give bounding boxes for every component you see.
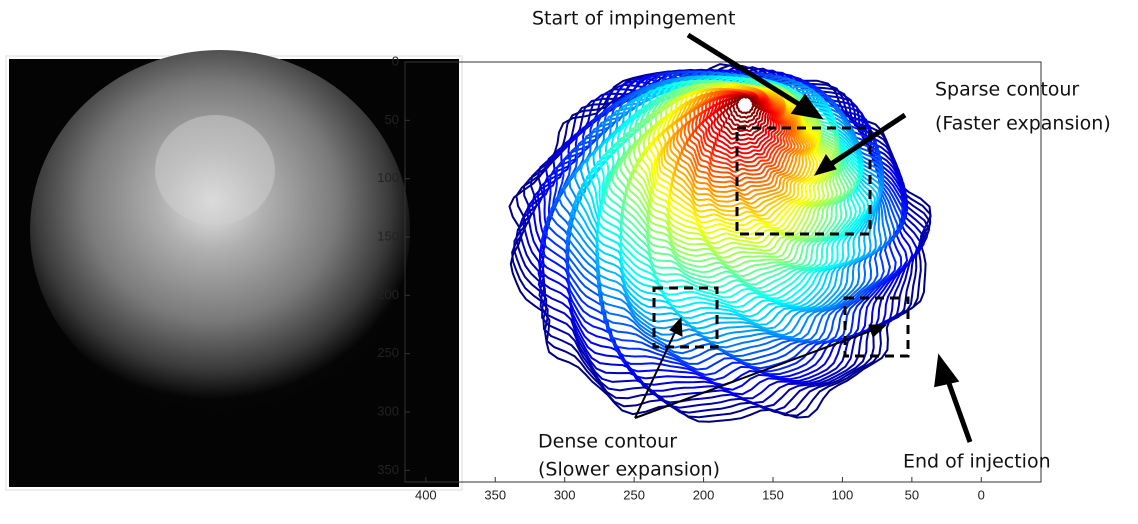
y-tick-label: 0 (392, 53, 399, 68)
highlight-boxes (652, 126, 910, 358)
contour (663, 85, 813, 213)
contour-group (508, 63, 932, 423)
arrow (686, 32, 807, 111)
y-tick-label: 150 (377, 228, 399, 243)
contour (666, 86, 811, 209)
annotation: (Slower expansion) (538, 459, 720, 481)
y-tick-label: 350 (377, 462, 399, 477)
spray-image (30, 50, 410, 410)
y-tick-label: 200 (377, 287, 399, 302)
contour (694, 90, 786, 169)
spray-core (155, 115, 275, 225)
arrowhead (934, 353, 960, 388)
contour (571, 74, 883, 335)
x-tick-label: 250 (623, 487, 645, 502)
annotation: Sparse contour (935, 79, 1079, 101)
x-tick-label: 300 (554, 487, 576, 502)
x-tick-label: 0 (978, 487, 985, 502)
contour (536, 69, 914, 391)
contour (657, 84, 817, 222)
y-tick-label: 250 (377, 345, 399, 360)
arrowhead (790, 93, 824, 120)
arrowhead (868, 324, 888, 338)
x-tick-label: 50 (905, 487, 919, 502)
arrows (634, 32, 973, 443)
x-tick-label: 350 (484, 487, 506, 502)
plot-area (404, 61, 1042, 483)
contour (540, 71, 907, 376)
y-tick-label: 100 (377, 170, 399, 185)
arrowhead (669, 316, 683, 337)
highlight-box (735, 126, 872, 236)
annotation: (Faster expansion) (935, 113, 1111, 135)
arrow (943, 374, 973, 443)
contour (735, 95, 755, 115)
contour (513, 64, 932, 415)
arrow (634, 329, 874, 419)
arrowhead (813, 154, 837, 176)
y-tick-label: 50 (385, 112, 399, 127)
highlight-box (652, 286, 719, 349)
contour (605, 78, 859, 290)
contour (669, 87, 808, 205)
y-tick-label: 300 (377, 403, 399, 418)
x-tick-label: 200 (693, 487, 715, 502)
contour (511, 63, 932, 419)
contour (691, 90, 788, 173)
arrow (826, 112, 907, 169)
highlight-box (843, 296, 910, 358)
annotation: Start of impingement (532, 8, 735, 30)
x-tick-label: 400 (415, 487, 437, 502)
annotation: End of injection (903, 451, 1051, 473)
arrow (634, 329, 677, 419)
contour (660, 85, 815, 217)
annotation: Dense contour (538, 431, 677, 453)
x-tick-label: 100 (832, 487, 854, 502)
x-tick-label: 150 (762, 487, 784, 502)
